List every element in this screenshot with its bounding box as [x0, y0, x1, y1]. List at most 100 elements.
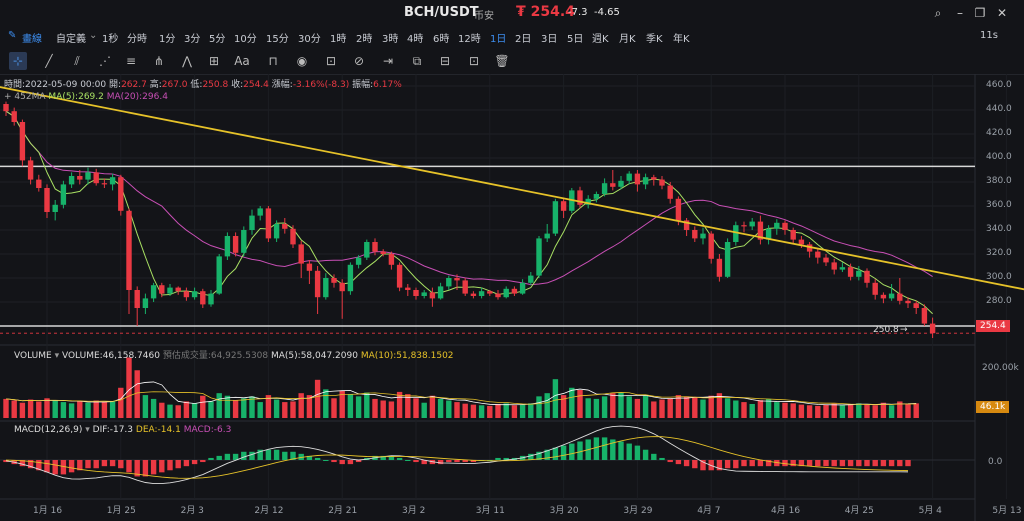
magnet-icon[interactable]: ⊓: [268, 54, 278, 68]
macd-bar: [856, 460, 862, 467]
eye-icon[interactable]: ◉: [296, 54, 308, 68]
volume-value: VOLUME:46,158.7460: [61, 351, 160, 361]
tf-1d[interactable]: 1日: [490, 34, 507, 45]
tf-3d[interactable]: 3日: [541, 34, 558, 45]
settings-icon[interactable]: ⊟: [439, 54, 451, 68]
tf-quarter[interactable]: 季K: [646, 34, 663, 45]
tf-10m[interactable]: 10分: [234, 34, 257, 45]
line-icon[interactable]: ╱: [45, 54, 53, 68]
candle: [593, 194, 600, 199]
macd-bar: [503, 457, 509, 460]
y-tick-label: 440.0: [986, 104, 1012, 114]
custom-timeframe-button[interactable]: 自定義: [56, 34, 86, 45]
trash-icon[interactable]: 🗑: [494, 54, 510, 68]
macd-bar: [749, 460, 755, 467]
layers-icon[interactable]: ⧉: [412, 54, 422, 68]
tf-1s[interactable]: 1秒: [102, 34, 119, 45]
volume-bar: [282, 402, 288, 418]
tf-4h[interactable]: 4時: [407, 34, 424, 45]
tf-tick[interactable]: 分時: [127, 34, 147, 45]
lock-icon[interactable]: ⊡: [325, 54, 337, 68]
ray-icon[interactable]: ⫽: [74, 54, 80, 68]
tf-1h[interactable]: 1時: [330, 34, 347, 45]
volume-title[interactable]: VOLUME: [14, 351, 52, 361]
minimize-icon[interactable]: –: [957, 6, 963, 20]
macd-bar: [60, 460, 67, 475]
tf-6h[interactable]: 6時: [433, 34, 450, 45]
fib-icon[interactable]: ≡: [125, 54, 137, 68]
candle: [536, 238, 542, 276]
high-value: 267.0: [161, 80, 188, 90]
tf-1m[interactable]: 1分: [159, 34, 176, 45]
open-label: 開:: [109, 80, 122, 90]
macd-bar: [27, 460, 34, 469]
select-icon[interactable]: ⊹: [9, 52, 27, 70]
macd-bar: [175, 460, 181, 469]
chevron-down-icon[interactable]: ⌄: [89, 30, 98, 41]
tf-30m[interactable]: 30分: [298, 34, 321, 45]
tf-3m[interactable]: 3分: [184, 34, 201, 45]
candle: [782, 222, 788, 230]
macd-bar: [716, 460, 723, 471]
tf-month[interactable]: 月K: [619, 34, 636, 45]
volume-bar: [765, 398, 772, 418]
tf-2h[interactable]: 2時: [356, 34, 373, 45]
chevron-down-icon[interactable]: ▾: [54, 351, 60, 361]
tf-week[interactable]: 週K: [592, 34, 609, 45]
candle: [888, 293, 895, 299]
volume-bar: [626, 396, 632, 418]
pitchfork-icon[interactable]: ⋔: [153, 54, 165, 68]
macd-bar: [544, 449, 550, 460]
tf-12h[interactable]: 12時: [458, 34, 481, 45]
search-icon[interactable]: ⌕: [934, 6, 942, 20]
volume-bar: [183, 401, 190, 418]
candle: [52, 204, 58, 212]
pattern-icon[interactable]: ⋀: [182, 54, 192, 68]
macd-bar: [692, 460, 698, 469]
hidden-ma[interactable]: + 452MA: [4, 92, 46, 102]
macd-bar: [774, 460, 780, 467]
x-tick-label: 3月 20: [549, 506, 579, 516]
macd-bar: [183, 460, 190, 467]
text-icon[interactable]: Aa: [234, 54, 250, 68]
macd-title[interactable]: MACD(12,26,9): [14, 425, 83, 435]
cursor-icon[interactable]: ⇥: [382, 54, 394, 68]
volume-bar: [610, 393, 616, 418]
tf-year[interactable]: 年K: [673, 34, 690, 45]
volume-bar: [675, 395, 682, 418]
draw-tool-button[interactable]: 畫線: [22, 34, 42, 45]
volume-bar: [823, 404, 829, 418]
chevron-down-icon[interactable]: ▾: [85, 425, 90, 435]
symbol-title: BCH/USDT: [404, 5, 479, 20]
volume-bar: [347, 394, 354, 418]
restore-icon[interactable]: ❐: [974, 6, 986, 20]
volume-bar: [724, 398, 731, 418]
close-icon[interactable]: ✕: [996, 6, 1008, 20]
tf-5d[interactable]: 5日: [567, 34, 584, 45]
volume-bar: [585, 398, 591, 418]
refresh-interval[interactable]: 11s: [980, 30, 998, 41]
tf-3h[interactable]: 3時: [382, 34, 399, 45]
arrow-right-icon: →: [900, 325, 908, 335]
volume-bar: [167, 404, 173, 418]
tf-5m[interactable]: 5分: [209, 34, 226, 45]
measure-icon[interactable]: ⊞: [208, 54, 220, 68]
volume-bar: [897, 401, 903, 418]
y-tick-label: 460.0: [986, 80, 1012, 90]
tf-2d[interactable]: 2日: [515, 34, 532, 45]
macd-bar: [109, 460, 116, 467]
macd-bar: [388, 455, 395, 460]
tf-15m[interactable]: 15分: [266, 34, 289, 45]
copy-icon[interactable]: ⊡: [468, 54, 480, 68]
volume-ma10-line: [5, 391, 917, 406]
candle: [659, 179, 665, 186]
macd-dif: DIF:-17.3: [92, 425, 134, 435]
candle: [839, 267, 846, 270]
candle: [437, 286, 444, 299]
hide-icon[interactable]: ⊘: [353, 54, 365, 68]
ohlc-info: 時間:2022-05-09 00:00 開:262.7 高:267.0 低:25…: [4, 77, 402, 90]
volume-bar: [101, 402, 108, 418]
macd-bar: [134, 460, 140, 477]
channel-icon[interactable]: ⋰: [99, 54, 111, 68]
